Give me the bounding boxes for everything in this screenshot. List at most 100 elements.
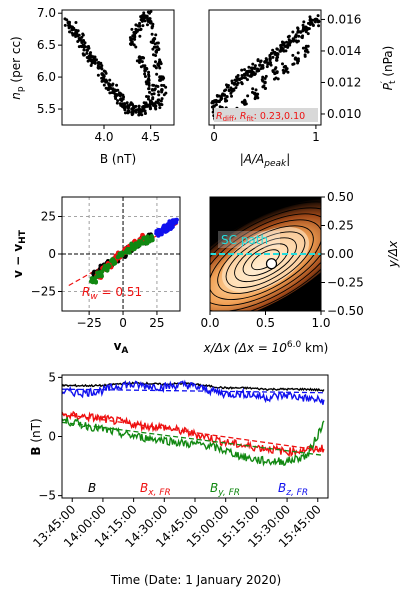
data-point xyxy=(223,97,227,101)
timeseries-lines xyxy=(61,379,325,467)
y-tick-label: 25 xyxy=(41,210,56,224)
y-tick-label: 0 xyxy=(48,247,56,261)
data-point xyxy=(155,41,159,45)
data-point xyxy=(164,85,168,89)
walen-point xyxy=(110,257,115,262)
data-point xyxy=(282,71,286,75)
data-point xyxy=(103,70,107,74)
data-point xyxy=(83,45,87,49)
walen-point xyxy=(129,241,134,246)
data-point xyxy=(151,53,155,57)
panel-4-xlabel: x/Δx (Δx = 106.0 km) xyxy=(203,340,329,355)
data-point xyxy=(151,97,155,101)
data-point xyxy=(296,26,300,30)
panel-2-frame xyxy=(208,9,322,126)
data-point xyxy=(132,106,136,110)
data-point xyxy=(296,61,300,65)
data-point xyxy=(236,81,240,85)
data-point xyxy=(157,98,161,102)
data-point xyxy=(157,48,161,52)
legend-entry: Bx, FR xyxy=(140,481,171,498)
data-point xyxy=(67,20,71,24)
data-point xyxy=(240,82,244,86)
x-tick-label: 4.5 xyxy=(141,130,160,144)
data-point xyxy=(138,34,142,38)
data-point xyxy=(102,83,106,87)
walen-point xyxy=(119,253,125,258)
series-line xyxy=(61,381,325,393)
contour-line xyxy=(210,213,321,306)
data-point xyxy=(311,23,315,27)
contour-line xyxy=(210,219,321,301)
data-point xyxy=(145,23,149,27)
data-point xyxy=(253,97,257,101)
data-point xyxy=(137,24,141,28)
walen-point xyxy=(148,237,154,243)
data-point xyxy=(150,32,154,36)
data-point xyxy=(261,64,265,68)
data-point xyxy=(137,104,141,108)
legend-entry: By, FR xyxy=(210,481,240,498)
data-point xyxy=(296,30,300,34)
data-point xyxy=(268,54,272,58)
fitted-line xyxy=(61,388,324,394)
data-point xyxy=(258,63,262,67)
data-point xyxy=(159,99,163,103)
data-point xyxy=(147,74,151,78)
panel-4-axes: 0.0 0.5 1.0−0.50 −0.25 0.00 0.25 0.50 xyxy=(200,190,363,330)
panel-5-xlabel: Time (Date: 1 January 2020) xyxy=(110,573,281,587)
contour-line xyxy=(242,243,289,277)
data-point xyxy=(134,45,138,49)
data-point xyxy=(251,87,255,91)
data-point xyxy=(142,11,146,15)
data-point xyxy=(159,102,163,106)
contour-line xyxy=(234,237,297,283)
y-tick-label: −0.25 xyxy=(327,276,364,290)
data-point xyxy=(160,97,164,101)
data-point xyxy=(273,72,277,76)
data-point xyxy=(247,69,251,73)
walen-point xyxy=(102,263,108,268)
panel-time-series: −50513:45:0014:00:0014:15:0014:30:0014:4… xyxy=(29,370,329,587)
data-point xyxy=(146,104,150,108)
data-point xyxy=(259,59,263,63)
data-point xyxy=(247,65,251,69)
data-point xyxy=(274,58,278,62)
data-point xyxy=(294,33,298,37)
data-point xyxy=(304,28,308,32)
data-point xyxy=(304,46,308,50)
panel-2-axes: 0 1 0.010 0.012 0.014 0.016 xyxy=(210,12,361,144)
panel-pressure-vs-potential: 0 1 0.010 0.012 0.014 0.016 Rdiff, Rfit: 0.23… xyxy=(208,9,398,169)
data-point xyxy=(281,47,285,51)
data-point xyxy=(150,92,154,96)
data-point xyxy=(150,40,154,44)
panel-2-xlabel: |A/Apeak| xyxy=(240,152,291,169)
data-point xyxy=(210,105,214,109)
data-point xyxy=(276,52,280,56)
data-point xyxy=(78,38,82,42)
data-point xyxy=(306,27,310,31)
y-tick-label: 0.010 xyxy=(327,107,361,121)
data-point xyxy=(131,42,135,46)
data-point xyxy=(68,30,72,34)
data-point xyxy=(100,79,104,83)
data-point xyxy=(145,14,149,19)
data-point xyxy=(153,88,157,92)
data-point xyxy=(219,95,223,99)
data-point xyxy=(229,86,233,90)
data-point xyxy=(268,62,272,66)
data-point xyxy=(100,67,104,71)
data-point xyxy=(287,41,291,45)
timeseries-legend: B Bx, FR By, FR Bz, FR xyxy=(88,481,308,498)
data-point xyxy=(143,64,147,68)
data-point xyxy=(65,18,69,22)
contour-line xyxy=(225,231,306,289)
data-point xyxy=(250,68,254,72)
y-tick-label: 5 xyxy=(48,370,56,384)
data-point xyxy=(236,73,240,77)
y-tick-label: −25 xyxy=(31,285,56,299)
data-point xyxy=(137,113,141,117)
data-point xyxy=(316,20,320,24)
data-point xyxy=(141,24,145,28)
data-point xyxy=(214,103,218,107)
